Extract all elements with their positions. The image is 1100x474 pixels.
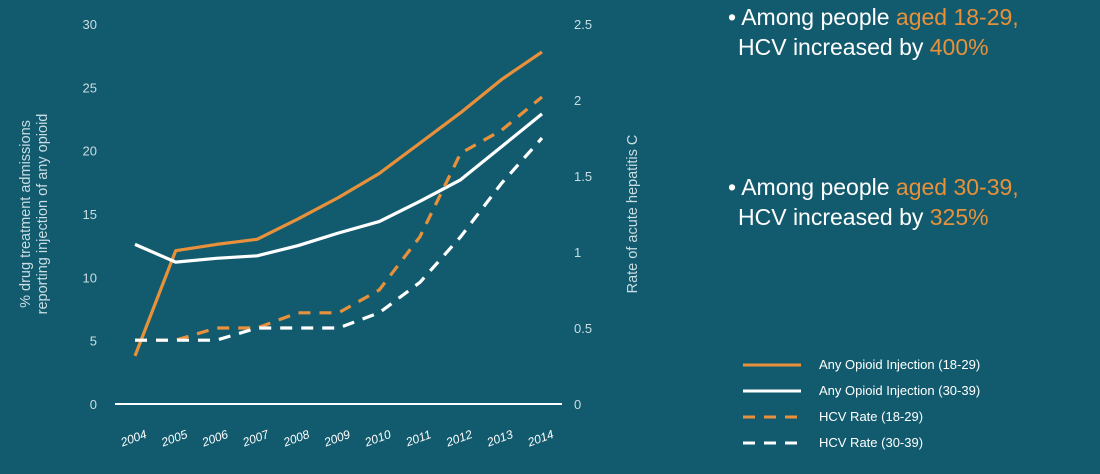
- x-tick-label: 2011: [403, 427, 433, 449]
- y-right-tick-label: 2.5: [574, 17, 592, 32]
- x-tick-label: 2004: [118, 427, 149, 450]
- note-18-29: • Among people aged 18-29, HCV increased…: [728, 2, 1100, 62]
- series-line-0: [133, 50, 543, 357]
- note-30-39-line-1: • Among people aged 30-39,: [728, 174, 1019, 200]
- x-tick-label: 2006: [199, 427, 230, 450]
- note-30-39-line-2: HCV increased by 325%: [738, 204, 989, 230]
- note-18-29-age-highlight: aged 18-29,: [895, 4, 1019, 30]
- note-18-29-percent-highlight: 400%: [929, 34, 989, 60]
- note-30-39-age-highlight: aged 30-39,: [895, 174, 1019, 200]
- series-line-2: [135, 95, 544, 342]
- series-line-3: [135, 136, 544, 342]
- y-right-tick-label: 0: [574, 397, 581, 412]
- y-left-axis-title: % drug treatment admissionsreporting inj…: [18, 114, 51, 315]
- y-left-tick-label: 30: [83, 17, 97, 32]
- note-18-29-line-2: HCV increased by 400%: [738, 34, 989, 60]
- x-tick-label: 2010: [362, 427, 393, 450]
- series-line-1: [134, 112, 544, 264]
- legend-swatch-hcv-18-29: [743, 415, 801, 419]
- y-left-tick-label: 5: [90, 334, 97, 349]
- note-30-39-percent-highlight: 325%: [929, 204, 989, 230]
- x-tick-label: 2008: [281, 427, 312, 450]
- x-tick-label: 2009: [321, 427, 352, 450]
- y-right-tick-label: 2: [574, 93, 581, 108]
- y-left-tick-label: 10: [83, 270, 97, 285]
- note-18-29-line-1: • Among people aged 18-29,: [728, 4, 1019, 30]
- y-left-tick-label: 15: [83, 207, 97, 222]
- note-30-39: • Among people aged 30-39, HCV increased…: [728, 172, 1100, 232]
- x-tick-label: 2007: [240, 427, 272, 450]
- y-right-tick-label: 1: [574, 245, 581, 260]
- y-left-tick-label: 0: [90, 397, 97, 412]
- legend-swatch-opioid-18-29: [743, 363, 801, 367]
- y-right-tick-label: 1.5: [574, 169, 592, 184]
- chart: 0 5 10 15 20 25 30 0 0.5 1 1.5 2 2.5 2004 2005 2006 2007…: [18, 17, 641, 450]
- y-left-tick-label: 25: [83, 80, 97, 95]
- legend-label-opioid-30-39: Any Opioid Injection (30-39): [819, 383, 981, 398]
- y-right-axis-title: Rate of acute hepatitis C: [625, 135, 641, 294]
- x-tick-label: 2012: [443, 427, 474, 450]
- x-tick-label: 2013: [484, 427, 515, 450]
- legend-label-hcv-18-29: HCV Rate (18-29): [819, 409, 924, 424]
- legend-swatch-opioid-30-39: [743, 389, 801, 393]
- y-left-tick-label: 20: [83, 144, 97, 159]
- legend-label-opioid-18-29: Any Opioid Injection (18-29): [819, 357, 981, 372]
- x-tick-label: 2005: [158, 427, 189, 450]
- legend-swatch-hcv-30-39: [743, 441, 801, 445]
- y-right-tick-label: 0.5: [574, 321, 592, 336]
- legend-label-hcv-30-39: HCV Rate (30-39): [819, 435, 924, 450]
- x-tick-label: 2014: [525, 427, 556, 450]
